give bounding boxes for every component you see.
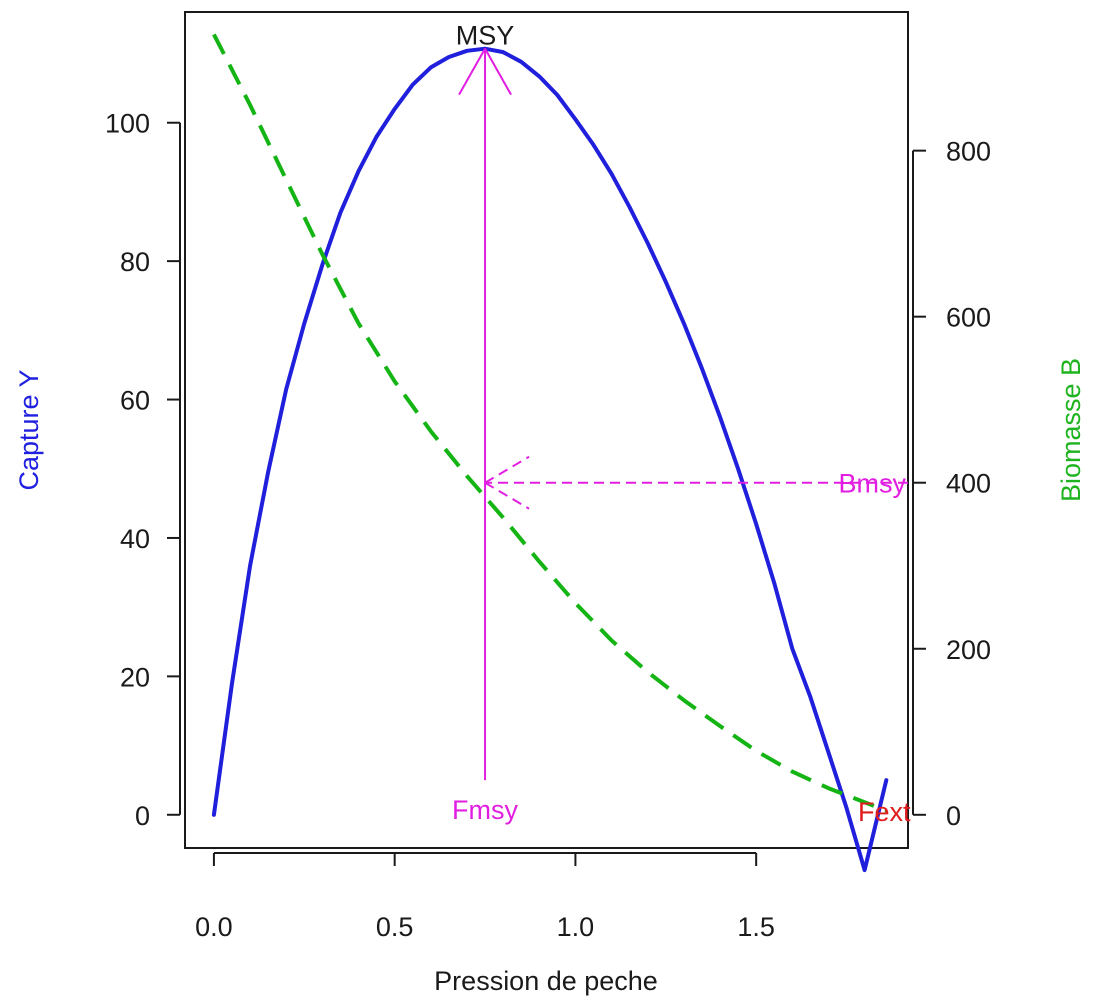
bmsy-label: Bmsy xyxy=(839,469,907,499)
y-left-tick-label: 20 xyxy=(120,662,150,692)
y-axis-left: 0 20 40 60 80 100 xyxy=(105,109,181,831)
x-tick-label: 0.0 xyxy=(195,912,233,942)
bmsy-arrow-head-upper xyxy=(484,455,530,484)
y-right-tick-label: 400 xyxy=(946,469,991,499)
y-axis-right-title: Biomasse B xyxy=(1056,358,1086,502)
y-left-tick-label: 100 xyxy=(105,109,150,139)
x-axis-title: Pression de peche xyxy=(434,966,658,996)
x-tick-label: 0.5 xyxy=(376,912,414,942)
y-right-tick-label: 600 xyxy=(946,303,991,333)
biomass-series-line xyxy=(212,33,888,813)
y-right-tick-label: 200 xyxy=(946,635,991,665)
x-tick-label: 1.0 xyxy=(557,912,595,942)
y-left-tick-label: 60 xyxy=(120,386,150,416)
y-left-tick-label: 80 xyxy=(120,247,150,277)
msy-label: MSY xyxy=(456,21,515,51)
x-tick-label: 1.5 xyxy=(737,912,775,942)
y-left-tick-label: 0 xyxy=(135,801,150,831)
bmsy-arrow-head-lower xyxy=(484,481,530,510)
fext-label: Fext xyxy=(858,797,911,827)
y-axis-left-title: Capture Y xyxy=(14,369,44,490)
plot-frame xyxy=(184,11,909,849)
x-axis: 0.0 0.5 1.0 1.5 xyxy=(195,852,775,942)
y-right-tick-label: 800 xyxy=(946,137,991,167)
fmsy-arrow-head-right xyxy=(484,48,512,96)
fmsy-label: Fmsy xyxy=(452,795,518,825)
annotation-layer: MSY Fmsy Bmsy Fext xyxy=(452,21,911,827)
catch-series-line xyxy=(211,46,889,873)
y-left-tick-label: 40 xyxy=(120,524,150,554)
y-axis-right: 0 200 400 600 800 xyxy=(912,137,991,831)
series-layer xyxy=(211,33,889,873)
fmsy-arrow-head-left xyxy=(458,48,486,96)
y-right-tick-label: 0 xyxy=(946,801,961,831)
